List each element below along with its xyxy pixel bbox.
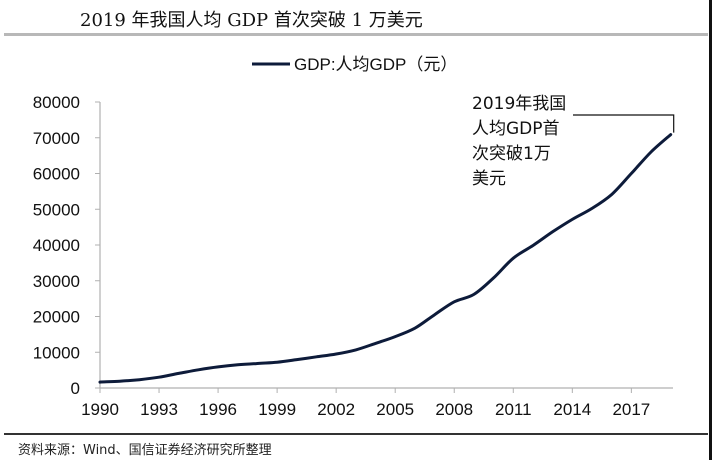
- y-axis-ticks: 0 10000 20000 30000 40000 50000 60000 70000 8000…: [33, 93, 100, 398]
- series-line: [98, 133, 673, 384]
- y-tick-label: 80000: [33, 93, 80, 112]
- x-tick-label: 1990: [81, 400, 119, 419]
- x-tick-label: 1996: [199, 400, 237, 419]
- y-tick-label: 60000: [33, 165, 80, 184]
- y-tick-label: 50000: [33, 200, 80, 219]
- source-note: 资料来源：Wind、国信证券经济研究所整理: [18, 443, 272, 458]
- x-axis-ticks: 1990 1993 1996 1999 2002 2005 2008 2011 2014 2017: [81, 388, 650, 419]
- annotation-line: 美元: [472, 169, 506, 189]
- annotation-line: 人均GDP首: [472, 119, 560, 139]
- y-tick-label: 20000: [33, 308, 80, 327]
- annotation-line: 次突破1万: [472, 144, 551, 164]
- right-border: [709, 0, 712, 460]
- y-tick-label: 70000: [33, 129, 80, 148]
- y-tick-label: 10000: [33, 343, 80, 362]
- annotation-leader-line: [573, 114, 675, 133]
- annotation-text: 2019年我国 人均GDP首 次突破1万 美元: [472, 92, 566, 192]
- x-tick-label: 2011: [495, 400, 532, 419]
- x-tick-label: 2017: [612, 400, 650, 419]
- y-tick-label: 40000: [33, 236, 80, 255]
- top-divider: [4, 33, 708, 36]
- bottom-divider: [4, 433, 708, 435]
- x-tick-label: 2008: [435, 400, 473, 419]
- x-tick-label: 2005: [376, 400, 414, 419]
- x-tick-label: 1999: [258, 400, 296, 419]
- chart-title: 2019 年我国人均 GDP 首次突破 1 万美元: [80, 10, 423, 31]
- axes: [99, 102, 673, 389]
- series-layer: [98, 133, 673, 384]
- x-tick-label: 1993: [140, 400, 178, 419]
- annotation-line: 2019年我国: [472, 94, 567, 114]
- line-chart: GDP:人均GDP（元） 0 10000 20000 30000 40000 50000 6…: [33, 55, 675, 419]
- y-tick-label: 30000: [33, 272, 80, 291]
- legend: GDP:人均GDP（元）: [252, 55, 457, 74]
- annotation-leader: [573, 114, 675, 133]
- legend-label: GDP:人均GDP（元）: [294, 55, 457, 74]
- y-tick-label: 0: [71, 379, 80, 398]
- x-tick-label: 2002: [317, 400, 355, 419]
- x-tick-label: 2014: [553, 400, 591, 419]
